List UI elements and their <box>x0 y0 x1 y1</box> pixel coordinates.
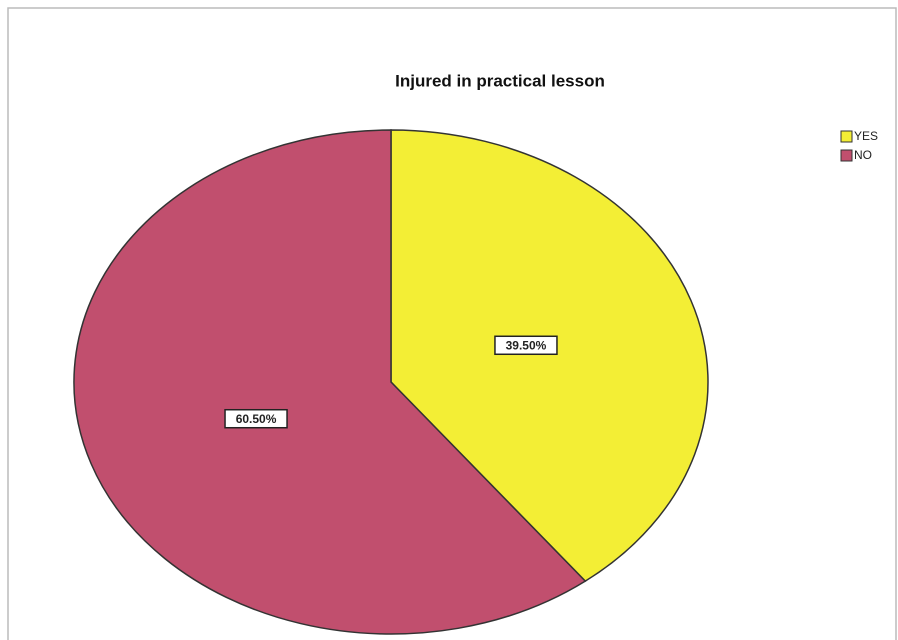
data-label: 60.50% <box>224 408 288 429</box>
legend-label: NO <box>854 148 872 162</box>
data-label-text: 60.50% <box>236 412 277 426</box>
chart-title: Injured in practical lesson <box>395 71 605 90</box>
data-label-text: 39.50% <box>506 338 547 352</box>
legend-label: YES <box>854 129 878 143</box>
legend-swatch <box>840 130 853 143</box>
data-label: 39.50% <box>494 335 558 356</box>
data-label-box <box>224 408 288 429</box>
legend-swatch <box>840 149 853 162</box>
data-label-box <box>494 335 558 356</box>
pie-slice <box>73 129 587 635</box>
pie-slice <box>390 129 709 583</box>
